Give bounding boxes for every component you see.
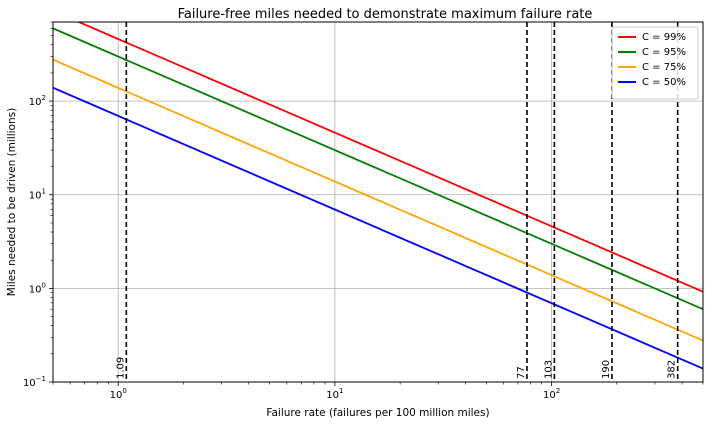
y-tick-label: 10−1: [23, 375, 46, 389]
chart-title: Failure-free miles needed to demonstrate…: [178, 7, 593, 22]
vline-label: 1.09: [115, 357, 126, 379]
y-axis-label: Miles needed to be driven (millions): [6, 108, 18, 296]
series-line: [76, 22, 703, 293]
legend-entry: C = 50%: [642, 77, 686, 88]
vline-label: 77: [516, 366, 527, 379]
series-line: [53, 86, 703, 370]
x-tick-label: 101: [326, 387, 343, 401]
legend-entry: C = 99%: [642, 32, 686, 43]
vline-label: 103: [543, 360, 554, 379]
legend: C = 99% C = 95% C = 75% C = 50%: [611, 26, 699, 100]
legend-entry: C = 75%: [642, 62, 686, 73]
vline-label: 382: [667, 360, 678, 379]
x-tick-label: 102: [543, 387, 560, 401]
vline-label: 190: [601, 360, 612, 379]
plot-frame: [52, 21, 704, 383]
y-tick-label: 100: [29, 281, 46, 295]
series-line: [53, 27, 703, 311]
vertical-reference-lines: 1.09 77 103 190 382: [115, 22, 679, 382]
y-tick-label: 102: [29, 94, 46, 108]
axis-ticks: 100 101 102 10−1 100 101 102: [23, 21, 704, 401]
y-tick-label: 101: [29, 188, 46, 202]
series-lines: [53, 22, 703, 370]
legend-entry: C = 95%: [642, 47, 686, 58]
grid-lines: [53, 22, 703, 382]
series-line: [53, 58, 703, 342]
x-tick-label: 100: [110, 387, 127, 401]
x-axis-label: Failure rate (failures per 100 million m…: [266, 407, 489, 419]
